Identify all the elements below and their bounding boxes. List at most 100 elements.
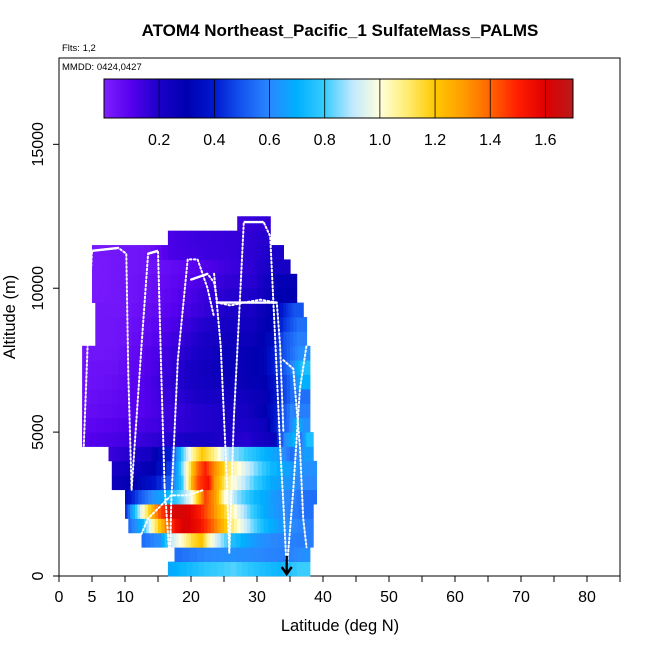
- heatmap-cell: [207, 475, 210, 491]
- heatmap-cell: [167, 230, 175, 246]
- heatmap-cell: [250, 317, 256, 332]
- heatmap-cell: [299, 561, 304, 577]
- heatmap-cell: [253, 460, 259, 476]
- heatmap-cell: [270, 547, 278, 563]
- heatmap-cell: [204, 432, 212, 447]
- heatmap-cell: [154, 504, 159, 519]
- heatmap-cell: [104, 388, 113, 404]
- heatmap-cell: [260, 245, 266, 260]
- heatmap-cell: [194, 504, 199, 519]
- heatmap-cell: [96, 403, 105, 419]
- heatmap-cell: [285, 302, 289, 318]
- heatmap-cell: [171, 504, 176, 519]
- heatmap-cell: [301, 331, 305, 347]
- heatmap-cell: [250, 259, 256, 275]
- heatmap-cell: [194, 489, 197, 505]
- heatmap-cell: [273, 374, 278, 390]
- heatmap-cell: [92, 273, 100, 289]
- heatmap-cell: [224, 302, 232, 318]
- heatmap-cell: [276, 302, 281, 318]
- heatmap-cell: [144, 504, 149, 519]
- heatmap-cell: [298, 504, 304, 519]
- heatmap-cell: [243, 345, 250, 361]
- heatmap-cell: [202, 489, 205, 505]
- heatmap-cell: [158, 489, 162, 505]
- dates-label: MMDD: 0424,0427: [62, 62, 142, 73]
- heatmap-cell: [304, 331, 308, 347]
- heatmap-cell: [89, 403, 98, 419]
- heatmap-cell: [230, 331, 238, 347]
- heatmap-cell: [105, 288, 113, 304]
- heatmap-cell: [303, 518, 307, 534]
- heatmap-cell: [145, 532, 151, 548]
- heatmap-cell: [183, 532, 187, 548]
- heatmap-cell: [285, 259, 291, 275]
- heatmap-cell: [191, 460, 194, 476]
- heatmap-cell: [286, 317, 291, 332]
- heatmap-cell: [141, 475, 148, 491]
- heatmap-cell: [171, 317, 179, 332]
- y-axis-label: Altitude (m): [1, 275, 19, 359]
- heatmap-cell: [291, 288, 298, 304]
- y-axis: 0 5000 10000 15000: [30, 122, 59, 580]
- heatmap-cell: [112, 446, 118, 462]
- heatmap-cell: [192, 561, 200, 577]
- heatmap-cell: [178, 475, 182, 491]
- heatmap-cell: [164, 259, 172, 275]
- heatmap-cell: [311, 475, 317, 491]
- heatmap-cell: [181, 460, 185, 476]
- heatmap-cell: [98, 245, 106, 260]
- heatmap-cell: [204, 345, 212, 361]
- heatmap-cell: [286, 388, 291, 404]
- heatmap-cell: [273, 302, 278, 318]
- heatmap-cell: [138, 360, 146, 375]
- heatmap-cell: [188, 489, 192, 505]
- heatmap-cell: [258, 417, 265, 433]
- heatmap-cell: [132, 504, 136, 519]
- heatmap-cell: [253, 504, 258, 519]
- heatmap-cell: [186, 460, 190, 476]
- x-tick-label: 50: [380, 589, 398, 606]
- heatmap-cell: [281, 288, 288, 304]
- heatmap-cell: [118, 345, 126, 361]
- heatmap-cell: [175, 245, 184, 260]
- heatmap-cell: [131, 388, 139, 404]
- heatmap-cell: [164, 489, 168, 505]
- heatmap-cell: [217, 302, 225, 318]
- heatmap-cell: [118, 273, 126, 289]
- heatmap-cell: [283, 374, 288, 390]
- heatmap-cell: [205, 475, 209, 491]
- heatmap-cell: [204, 532, 207, 548]
- heatmap-cell: [151, 345, 159, 361]
- heatmap-cell: [173, 230, 181, 246]
- heatmap-cell: [216, 489, 220, 505]
- heatmap-cell: [191, 273, 199, 289]
- heatmap-cell: [171, 288, 179, 304]
- heatmap-cell: [161, 475, 167, 491]
- heatmap-cell: [128, 518, 133, 534]
- heatmap-cell: [125, 446, 131, 462]
- heatmap-cell: [144, 345, 152, 361]
- heatmap-cell: [197, 374, 205, 390]
- heatmap-cell: [308, 504, 312, 519]
- heatmap-cell: [250, 245, 256, 260]
- heatmap-cell: [308, 518, 312, 534]
- heatmap-cell: [247, 504, 251, 519]
- heatmap-cell: [278, 518, 284, 534]
- heatmap-cell: [294, 417, 298, 433]
- heatmap-cell: [211, 460, 215, 476]
- heatmap-cell: [164, 317, 172, 332]
- heatmap-cell: [265, 561, 272, 577]
- heatmap-cell: [267, 230, 271, 246]
- heatmap-cell: [217, 388, 225, 404]
- heatmap-cell: [210, 331, 218, 347]
- heatmap-cell: [183, 446, 187, 462]
- heatmap-cell: [138, 489, 143, 505]
- heatmap-cell: [144, 288, 152, 304]
- heatmap-cell: [131, 302, 139, 318]
- x-tick-label: 10: [116, 589, 134, 606]
- heatmap-cell: [89, 345, 98, 361]
- heatmap-cell: [195, 532, 200, 548]
- heatmap-cell: [290, 432, 294, 447]
- heatmap-cell: [125, 345, 133, 361]
